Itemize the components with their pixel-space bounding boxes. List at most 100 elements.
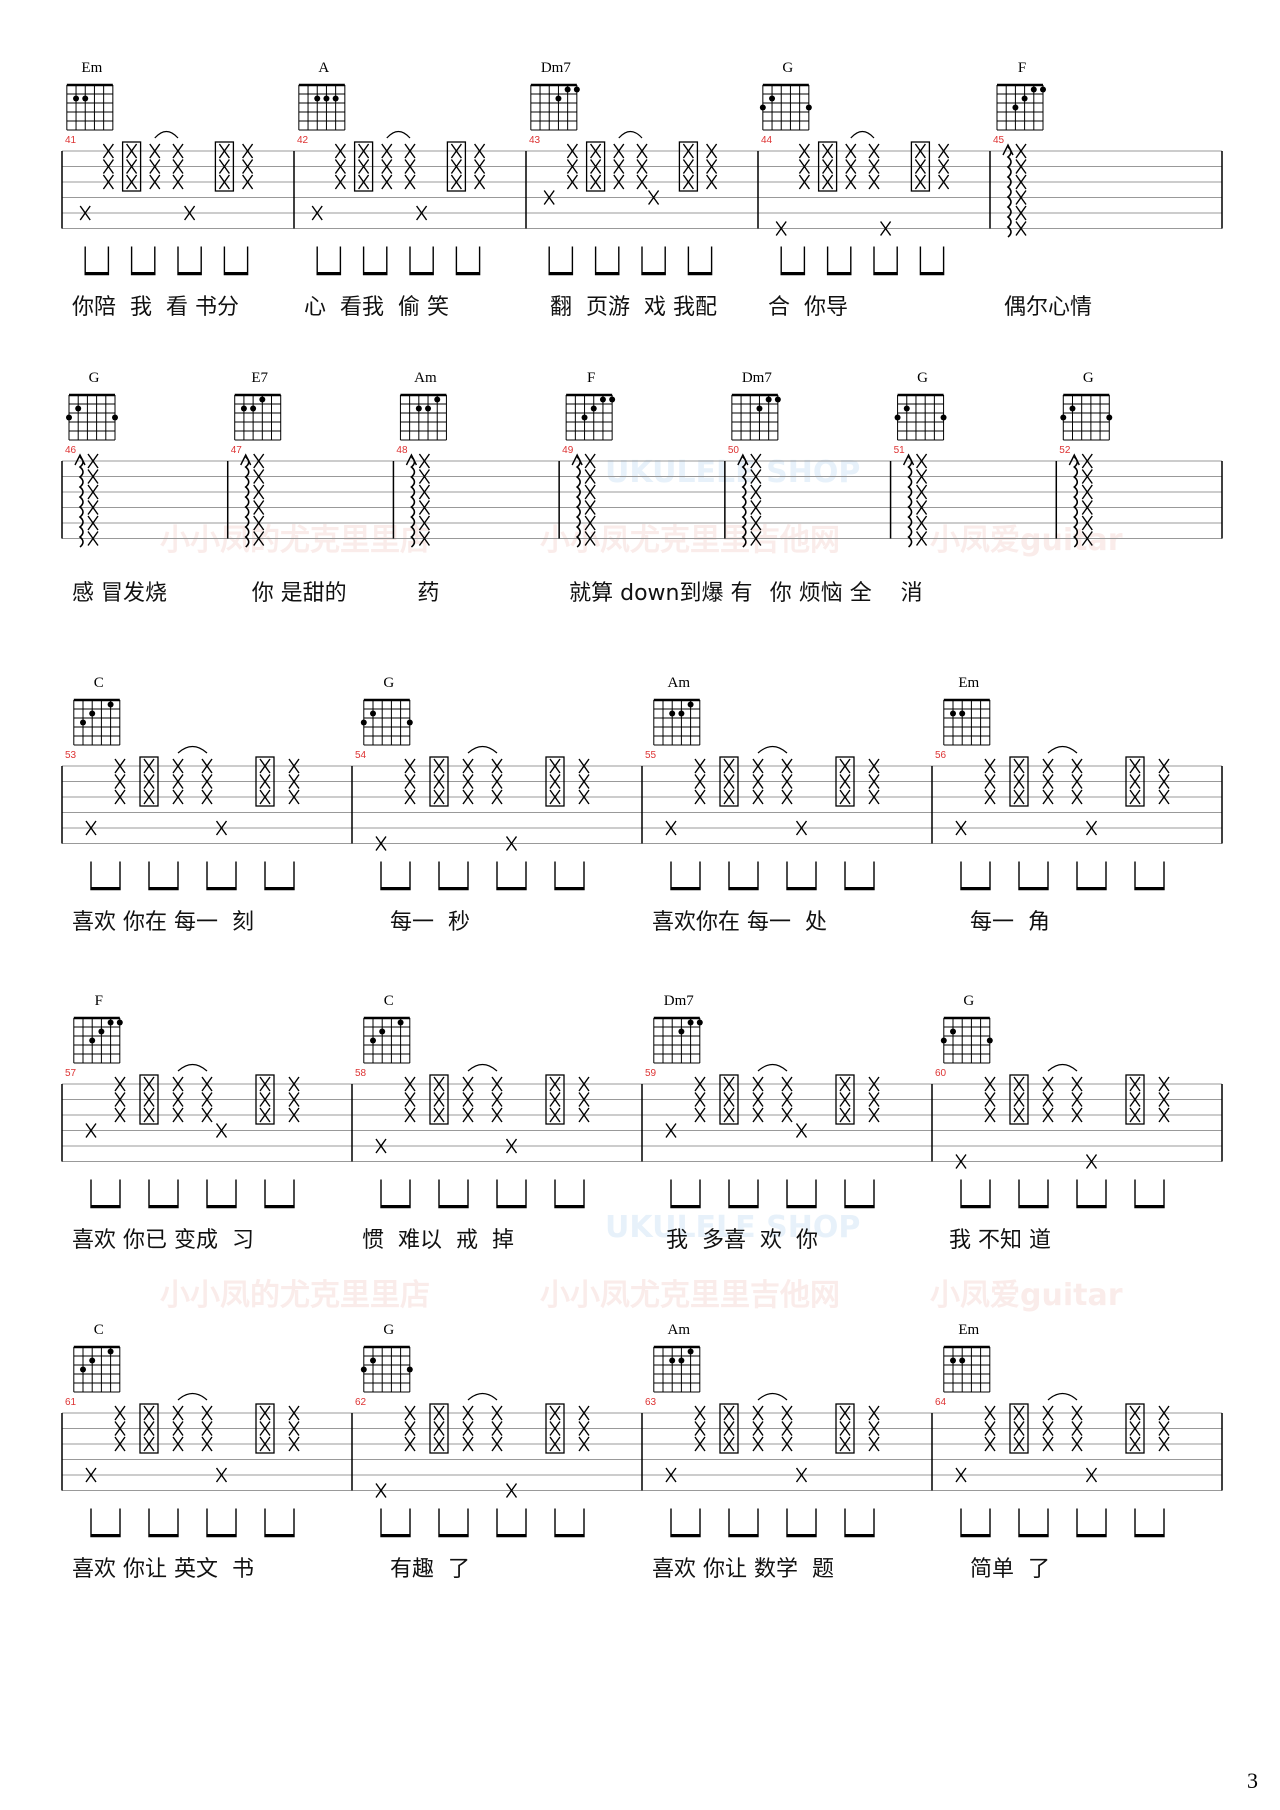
x-note [984, 1107, 996, 1123]
accent-box [214, 141, 235, 192]
x-note [781, 1107, 793, 1123]
arpeggio-arrow [571, 453, 583, 466]
lyric-text: 翻 页游 戏 我配 [536, 294, 717, 320]
arpeggio-wave [907, 456, 913, 548]
x-note [87, 500, 99, 515]
x-note [682, 174, 694, 190]
rhythm-beam [455, 246, 481, 276]
x-note [288, 1092, 300, 1107]
x-note [578, 789, 590, 805]
x-note [143, 1421, 155, 1436]
chord-dot [765, 396, 772, 403]
x-note [218, 174, 230, 190]
rhythm-beam [438, 861, 469, 891]
bass-x-note [79, 205, 91, 221]
rhythm-beam [264, 1179, 295, 1209]
accent-box [1125, 1403, 1145, 1454]
arpeggio-arrow [1002, 143, 1014, 156]
chord-name: Am [667, 1322, 691, 1338]
chord-dot [98, 1028, 105, 1035]
arpeggio-wave [244, 456, 250, 548]
chord-dot [370, 1357, 376, 1364]
chord-dot [940, 414, 947, 421]
watermark-wechat: 小小凤尤克里里吉他网 [540, 1278, 840, 1313]
watermark-taobao: 小小凤的尤克里里店 [160, 523, 430, 558]
measure-number: 51 [893, 445, 905, 456]
arpeggio-arrow [1068, 453, 1080, 466]
x-note [253, 453, 265, 469]
tie [1047, 745, 1078, 754]
x-note [613, 174, 625, 190]
x-note [1013, 1421, 1025, 1436]
rhythm-beam [148, 1508, 179, 1538]
x-note [288, 758, 300, 774]
rhythm-beam [1134, 1508, 1165, 1538]
x-note [259, 1076, 271, 1092]
tie [850, 130, 875, 139]
x-note [253, 531, 265, 546]
x-note [549, 1436, 561, 1452]
lyric-text: 惯 难以 戒 掉 [362, 1227, 514, 1253]
rhythm-beam [496, 1508, 527, 1538]
chord-dot [687, 1019, 694, 1026]
rhythm-beam [90, 1508, 121, 1538]
x-note [549, 1076, 561, 1092]
x-note [149, 159, 161, 174]
chord-name: F [586, 370, 596, 386]
x-note [752, 1107, 764, 1123]
chord-dot [82, 95, 89, 102]
x-note [462, 1092, 474, 1107]
x-note [1015, 143, 1027, 159]
x-note [868, 774, 880, 789]
chord-dot [314, 95, 321, 102]
x-note [102, 174, 114, 190]
accent-box [139, 756, 159, 807]
x-note [938, 174, 950, 190]
accent-box [429, 1074, 449, 1125]
rhythm-beam [670, 861, 701, 891]
x-note [694, 1092, 706, 1107]
bass-x-note [184, 205, 196, 221]
x-note [839, 789, 851, 805]
chord-dot [107, 1348, 114, 1355]
rhythm-beam [873, 246, 898, 276]
x-note [636, 143, 648, 159]
x-note [114, 774, 126, 789]
chord-dot [112, 414, 118, 421]
x-note [1129, 1436, 1141, 1452]
bass-x-note [505, 1138, 518, 1154]
x-note [578, 1076, 590, 1092]
x-note [750, 531, 762, 546]
accent-box [678, 141, 699, 192]
x-note [143, 774, 155, 789]
lyric-text: 喜欢你在 每一 处 [652, 909, 827, 935]
x-note [839, 774, 851, 789]
chord-dot [696, 1019, 703, 1026]
rhythm-beam [1018, 1508, 1049, 1538]
x-note [1081, 515, 1093, 531]
tie [1047, 1063, 1078, 1072]
arpeggio-arrow [74, 453, 86, 466]
x-note [418, 531, 430, 546]
rhythm-beam [548, 246, 574, 276]
x-note [1081, 531, 1093, 546]
x-note [253, 500, 265, 515]
x-note [1013, 789, 1025, 805]
rhythm-beam [264, 1508, 295, 1538]
x-note [1158, 1092, 1170, 1107]
chord-dot [903, 405, 910, 412]
bass-x-note [215, 1467, 228, 1483]
rhythm-beam [84, 246, 110, 276]
rhythm-beam [728, 1508, 759, 1538]
rhythm-beam [362, 246, 388, 276]
x-note [723, 1092, 735, 1107]
x-note [984, 789, 996, 805]
x-note [839, 1421, 851, 1436]
chord-name: G [1082, 370, 1094, 386]
tie [467, 1392, 498, 1401]
x-note [288, 1076, 300, 1092]
x-note [201, 1421, 213, 1436]
chord-name: C [93, 675, 104, 691]
x-note [491, 789, 503, 805]
x-note [723, 1421, 735, 1436]
